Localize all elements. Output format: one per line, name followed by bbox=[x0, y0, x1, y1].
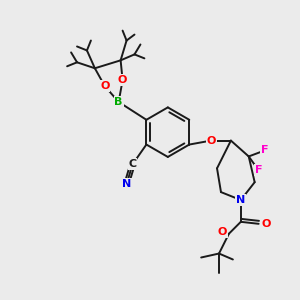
Text: O: O bbox=[262, 219, 271, 229]
Text: C: C bbox=[128, 159, 136, 170]
Text: O: O bbox=[118, 75, 127, 85]
Text: F: F bbox=[255, 165, 262, 175]
Text: N: N bbox=[236, 195, 245, 205]
Text: F: F bbox=[261, 146, 268, 155]
Text: O: O bbox=[217, 227, 227, 237]
Text: O: O bbox=[206, 136, 216, 146]
Text: N: N bbox=[122, 179, 131, 189]
Text: O: O bbox=[100, 81, 110, 91]
Text: B: B bbox=[115, 97, 123, 107]
